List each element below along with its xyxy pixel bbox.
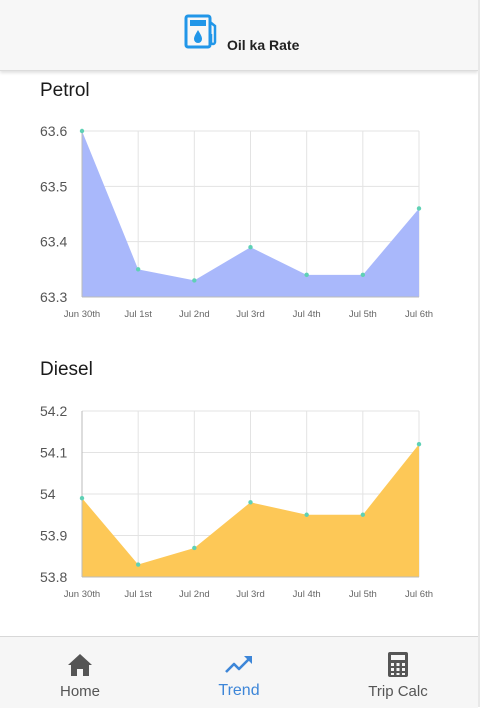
- nav-trip-calc-button[interactable]: Trip Calc: [318, 637, 478, 708]
- diesel-point-2: [192, 545, 197, 551]
- diesel-ytick-label: 53.8: [40, 569, 67, 585]
- diesel-point-0: [79, 495, 85, 501]
- diesel-ytick-label: 54: [40, 486, 56, 502]
- petrol-point-0: [79, 128, 85, 134]
- petrol-point-5: [360, 272, 366, 278]
- app-bar: Oil ka Rate: [0, 0, 478, 71]
- nav-home-label: Home: [59, 683, 100, 700]
- diesel-point-6: [416, 442, 422, 447]
- diesel-chart: 54.2 54.1 54 53.9 53.8 Jun 30th Jul 1st Jul 2nd…: [40, 403, 433, 600]
- diesel-ytick-label: 53.9: [40, 528, 67, 544]
- diesel-point-4: [304, 512, 309, 517]
- diesel-xtick-label: Jul 4th: [293, 589, 321, 600]
- diesel-section-title: Diesel: [40, 359, 93, 380]
- nav-trend-label: Trend: [218, 682, 260, 699]
- nav-trend-button[interactable]: Trend: [159, 637, 319, 708]
- petrol-point-6: [416, 206, 422, 211]
- petrol-xtick-label: Jul 1st: [124, 309, 152, 320]
- petrol-xtick-label: Jul 4th: [293, 309, 321, 320]
- petrol-xtick-label: Jul 2nd: [179, 309, 210, 320]
- diesel-ytick-label: 54.2: [40, 403, 67, 419]
- petrol-ytick-label: 63.3: [40, 289, 67, 305]
- diesel-point-5: [360, 512, 366, 517]
- diesel-ytick-label: 54.1: [40, 445, 67, 461]
- bottom-navigation: Home Trend Trip Calc: [0, 636, 478, 708]
- diesel-point-3: [248, 500, 253, 505]
- diesel-xtick-label: Jul 1st: [124, 589, 152, 600]
- petrol-xtick-label: Jul 6th: [405, 309, 433, 320]
- diesel-xtick-label: Jul 5th: [349, 589, 377, 600]
- petrol-ytick-label: 63.5: [40, 178, 67, 194]
- trending-up-icon: [225, 656, 252, 673]
- petrol-chart: 63.6 63.5 63.4 63.3 Jun 30th Jul 1st Jul 2nd Ju…: [40, 123, 433, 320]
- petrol-section-title: Petrol: [40, 80, 90, 101]
- diesel-xtick-label: Jul 6th: [405, 589, 433, 600]
- petrol-point-1: [135, 267, 141, 272]
- petrol-xtick-label: Jul 3rd: [236, 309, 265, 320]
- app-title: Oil ka Rate: [227, 37, 300, 53]
- petrol-point-2: [192, 278, 197, 283]
- home-icon: [68, 654, 92, 676]
- fuel-pump-icon: [184, 14, 217, 49]
- nav-home-button[interactable]: Home: [0, 637, 160, 708]
- window-edge: [478, 0, 480, 707]
- petrol-point-4: [304, 272, 309, 278]
- diesel-xtick-label: Jun 30th: [64, 589, 100, 600]
- petrol-point-3: [248, 245, 253, 250]
- petrol-ytick-label: 63.6: [40, 123, 67, 139]
- diesel-xtick-label: Jul 3rd: [236, 589, 265, 600]
- nav-trip-calc-label: Trip Calc: [368, 683, 428, 700]
- petrol-xtick-label: Jun 30th: [64, 309, 100, 320]
- petrol-ytick-label: 63.4: [40, 234, 67, 250]
- diesel-xtick-label: Jul 2nd: [179, 589, 210, 600]
- diesel-point-1: [135, 562, 141, 567]
- diesel-area: [82, 444, 419, 577]
- petrol-xtick-label: Jul 5th: [349, 309, 377, 320]
- calculator-icon: [388, 652, 408, 677]
- petrol-area: [82, 131, 419, 297]
